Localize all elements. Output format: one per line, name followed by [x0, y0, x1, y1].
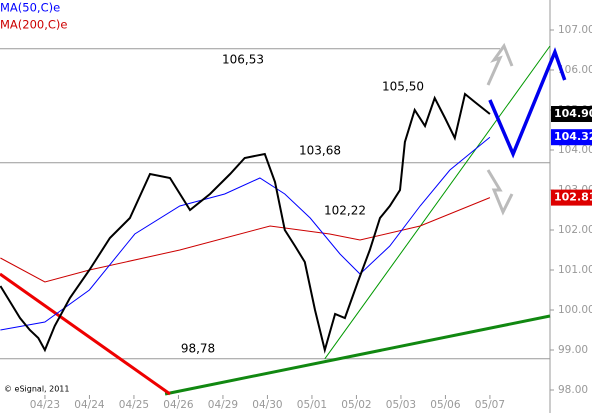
series-line — [0, 92, 491, 354]
arrow-down — [486, 169, 514, 216]
trend-line — [324, 45, 551, 360]
x-tick-label: 05/03 — [386, 399, 416, 411]
annotation: 105,50 — [382, 80, 424, 94]
x-tick-label: 04/30 — [252, 399, 282, 411]
y-tick-label: 104.00 — [558, 144, 592, 156]
y-tick-label: 99.00 — [558, 344, 588, 356]
last-value-label: 104.90 — [554, 107, 592, 120]
x-tick-label: 05/06 — [430, 399, 461, 411]
last-value-box — [551, 129, 592, 146]
x-tick-label: 04/25 — [119, 399, 149, 411]
y-tick-label: 107.00 — [558, 24, 592, 36]
x-tick-label: 04/24 — [74, 399, 105, 411]
x-tick-label: 05/02 — [341, 399, 371, 411]
y-tick-label: 100.00 — [558, 304, 592, 316]
copyright: © eSignal, 2011 — [4, 385, 69, 394]
last-value-label: 104.32 — [554, 130, 592, 143]
x-tick-label: 04/26 — [163, 399, 194, 411]
y-tick-label: 102.00 — [558, 224, 592, 236]
trend-line — [164, 314, 551, 396]
x-tick-label: 04/29 — [208, 399, 238, 411]
trend-line — [0, 272, 171, 396]
x-tick-label: 05/07 — [475, 399, 505, 411]
arrow-up — [486, 42, 514, 86]
y-tick-label: 106.00 — [558, 64, 592, 76]
annotation: 98,78 — [181, 341, 215, 355]
annotation: 106,53 — [222, 52, 264, 66]
trend-line — [488, 47, 567, 159]
annotation: 102,22 — [324, 204, 366, 218]
y-tick-label: 101.00 — [558, 264, 592, 276]
legend-entry: MA(200,C)e — [0, 18, 67, 32]
annotation: 103,68 — [299, 143, 341, 157]
series-line — [0, 197, 491, 283]
last-value-box — [551, 189, 592, 206]
x-tick-label: 04/23 — [30, 399, 60, 411]
last-value-box — [551, 106, 592, 122]
x-tick-label: 05/01 — [297, 399, 327, 411]
y-tick-label: 98.00 — [558, 384, 588, 396]
legend-entry: MA(50,C)e — [0, 1, 60, 15]
series-line — [0, 136, 491, 331]
last-value-label: 102.81 — [554, 191, 592, 204]
